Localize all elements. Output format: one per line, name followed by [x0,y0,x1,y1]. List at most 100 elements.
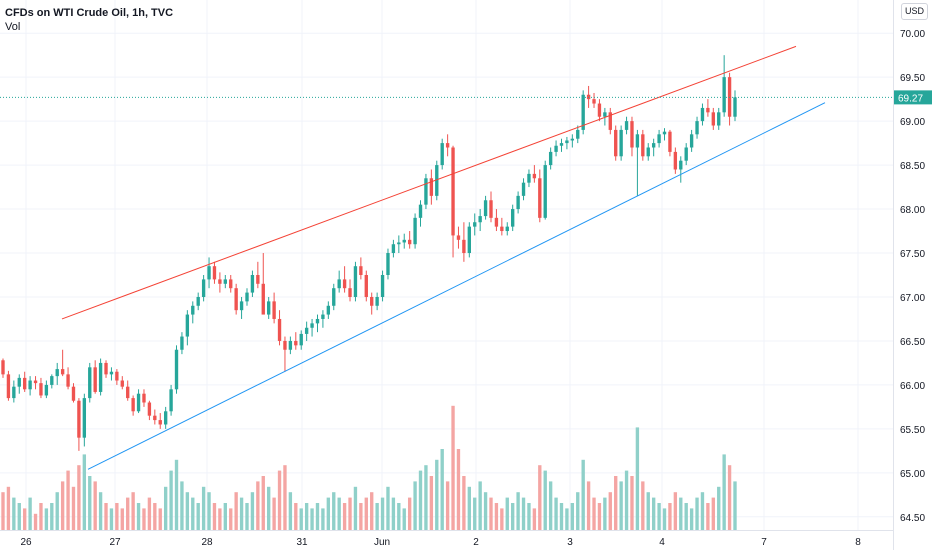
candle-body [489,200,493,218]
candle-body [88,367,92,399]
candle-body [212,266,217,280]
candle-body [576,129,580,139]
candle-body [250,275,255,293]
volume-bar [288,492,293,530]
candle-body [158,420,162,425]
volume-bar [483,492,488,530]
volume-bar [1,492,5,530]
volume-bar [673,492,678,530]
candle-body [180,336,184,350]
candle-body [120,380,124,387]
candle-body [494,217,499,227]
volume-bar [370,492,374,530]
candle-body [126,386,130,399]
candle-body [109,371,114,375]
y-tick-label: 64.50 [900,513,925,524]
candle-body [527,173,531,183]
candle-body [733,97,737,117]
candle-body [673,151,678,170]
volume-bar [576,492,580,530]
volume-bar [397,503,401,530]
volume-bar [66,470,70,530]
candle-body [429,178,434,196]
candle-body [288,340,293,350]
volume-bar [185,492,190,530]
candle-body [272,301,276,319]
candle-body [630,121,634,148]
volume-bar [267,486,271,530]
volume-bar [733,481,737,530]
volume-bar [532,508,537,530]
x-tick-label: Jun [374,537,390,548]
candle-body [234,288,238,311]
volume-bar [283,465,287,530]
candle-body [662,131,667,135]
volume-bar [451,405,455,530]
volume-bar [174,459,179,530]
volume-bar [207,492,211,530]
y-tick-label: 65.50 [900,425,925,436]
volume-bar [353,486,358,530]
volume-bar [315,503,320,530]
volume-bar [169,470,173,530]
currency-button[interactable]: USD [901,3,928,20]
volume-bar [44,508,49,530]
candle-body [548,151,553,166]
candle-body [483,200,488,217]
x-tick-label: 28 [201,537,213,548]
y-tick-label: 66.50 [900,337,925,348]
volume-bar [407,497,412,530]
volume-bar [603,497,607,530]
candle-body [93,367,97,392]
candle-body [462,239,466,254]
candle-body [641,134,645,157]
volume-bar [473,497,477,530]
volume-bar [695,497,699,530]
volume-bar [586,481,591,530]
volume-bar [71,486,76,530]
candle-body [201,279,206,297]
candle-body [304,327,309,334]
candle-body [397,242,401,245]
candle-body [136,393,141,412]
volume-bar [359,503,363,530]
candle-body [50,376,54,385]
candle-body [684,147,688,161]
candle-body [391,244,396,254]
volume-bar [375,503,379,530]
candle-body [435,165,439,196]
volume-bar [17,503,21,530]
candle-body [185,314,190,337]
candle-body [267,301,271,315]
volume-bar [201,486,206,530]
candle-body [375,296,379,306]
y-tick-label: 69.00 [900,117,925,128]
candle-body [614,129,618,157]
candle-body [424,178,428,205]
volume-bar [614,476,618,530]
candle-body [554,145,558,152]
candle-body [608,112,612,130]
candle-body [386,253,390,275]
last-price-tag [894,90,932,105]
candle-body [261,283,265,315]
volume-bar [39,503,43,530]
volume-bar [136,503,141,530]
volume-bar [256,481,260,530]
candle-body [711,112,715,126]
candle-body [418,204,423,218]
volume-bar [153,503,157,530]
volume-bar [641,481,645,530]
volume-bar [380,497,385,530]
volume-bar [223,503,227,530]
x-tick-label: 8 [855,537,861,548]
candle-body [23,377,27,390]
candle-body [619,129,623,157]
candle-body [28,380,32,390]
candle-body [218,279,222,284]
candle-body [245,292,249,302]
volume-bar [332,492,336,530]
volume-bar [98,492,103,530]
volume-bar [88,476,92,530]
